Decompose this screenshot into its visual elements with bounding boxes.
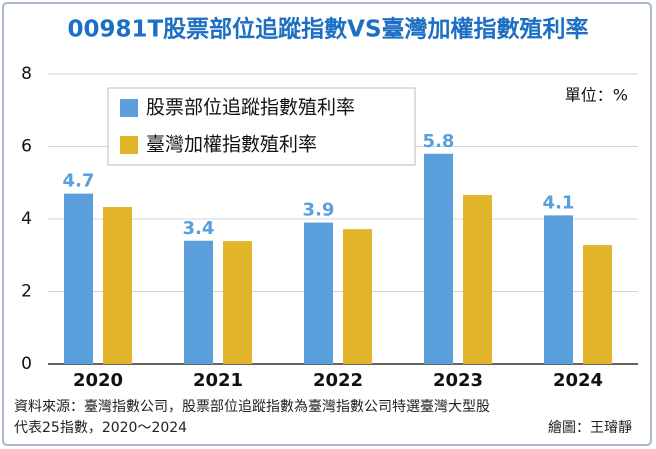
legend-label: 臺灣加權指數殖利率 — [146, 134, 317, 156]
data-label: 3.9 — [303, 200, 335, 221]
legend-swatch — [120, 136, 138, 154]
bar — [304, 222, 333, 364]
bar — [64, 193, 93, 364]
bar — [103, 207, 132, 364]
x-tick-label: 2024 — [553, 370, 603, 391]
bar — [583, 245, 612, 364]
y-tick-label: 4 — [21, 209, 32, 229]
credit: 繪圖：王璿靜 — [548, 419, 632, 436]
bar — [463, 195, 492, 364]
bar — [343, 229, 372, 364]
y-tick-label: 0 — [21, 354, 32, 374]
y-tick-label: 2 — [21, 282, 32, 302]
bar — [544, 215, 573, 364]
data-label: 4.7 — [63, 171, 95, 192]
data-label: 4.1 — [543, 192, 575, 213]
source-text: 資料來源：臺灣指數公司，股票部位追蹤指數為臺灣指數公司特選臺灣大型股 — [14, 399, 490, 415]
bar — [223, 241, 252, 364]
x-tick-label: 2023 — [433, 370, 483, 391]
legend-swatch — [120, 99, 138, 117]
bar — [184, 240, 213, 364]
chart-title: 00981T股票部位追蹤指數VS臺灣加權指數殖利率 — [67, 16, 588, 43]
source-text: 代表25指數，2020～2024 — [14, 420, 187, 436]
legend-box — [107, 87, 416, 166]
y-tick-label: 6 — [21, 137, 32, 157]
x-tick-label: 2020 — [73, 370, 123, 391]
bar — [424, 153, 453, 364]
unit-label: 單位：% — [565, 86, 628, 105]
data-label: 5.8 — [423, 131, 455, 152]
y-tick-label: 8 — [21, 64, 32, 84]
legend-label: 股票部位追蹤指數殖利率 — [146, 97, 355, 119]
data-label: 3.4 — [183, 218, 215, 239]
x-tick-label: 2021 — [193, 370, 243, 391]
x-tick-label: 2022 — [313, 370, 363, 391]
